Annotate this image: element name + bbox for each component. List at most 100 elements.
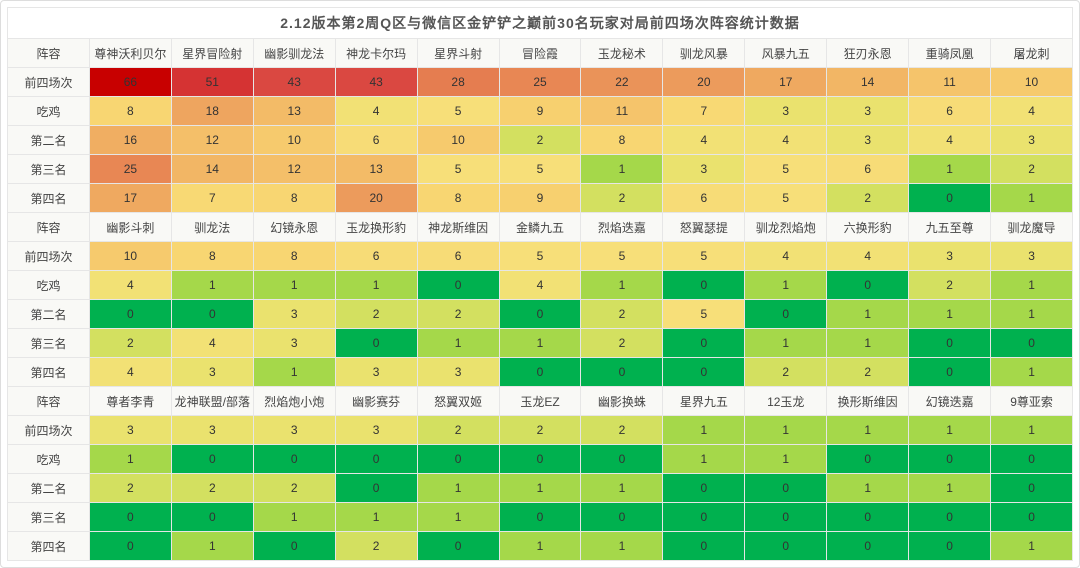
column-header: 星界斗射 xyxy=(417,39,499,68)
data-cell: 6 xyxy=(827,155,909,184)
data-cell: 6 xyxy=(663,184,745,213)
data-cell: 8 xyxy=(89,97,171,126)
data-cell: 4 xyxy=(827,242,909,271)
column-header: 星界冒险射 xyxy=(171,39,253,68)
data-cell: 1 xyxy=(909,155,991,184)
data-cell: 2 xyxy=(581,300,663,329)
data-cell: 0 xyxy=(335,445,417,474)
data-cell: 1 xyxy=(171,271,253,300)
data-cell: 8 xyxy=(417,184,499,213)
data-cell: 0 xyxy=(663,271,745,300)
data-cell: 0 xyxy=(581,445,663,474)
data-cell: 6 xyxy=(335,242,417,271)
data-cell: 1 xyxy=(909,300,991,329)
data-cell: 5 xyxy=(663,242,745,271)
data-cell: 14 xyxy=(171,155,253,184)
data-cell: 1 xyxy=(253,358,335,387)
data-cell: 0 xyxy=(171,300,253,329)
data-cell: 0 xyxy=(335,329,417,358)
data-cell: 0 xyxy=(499,358,581,387)
data-cell: 1 xyxy=(171,532,253,561)
data-cell: 6 xyxy=(909,97,991,126)
data-cell: 1 xyxy=(827,300,909,329)
data-cell: 8 xyxy=(253,184,335,213)
data-cell: 2 xyxy=(499,416,581,445)
column-header: 幻镜永恩 xyxy=(253,213,335,242)
data-cell: 11 xyxy=(909,68,991,97)
row-label: 前四场次 xyxy=(8,242,90,271)
data-cell: 10 xyxy=(417,126,499,155)
data-cell: 2 xyxy=(335,300,417,329)
table-wrapper: 2.12版本第2周Q区与微信区金铲铲之巅前30名玩家对局前四场次阵容统计数据 阵… xyxy=(0,0,1080,568)
data-cell: 51 xyxy=(171,68,253,97)
data-cell: 0 xyxy=(253,532,335,561)
data-cell: 0 xyxy=(417,445,499,474)
data-cell: 0 xyxy=(909,329,991,358)
data-cell: 43 xyxy=(335,68,417,97)
column-header: 神龙卡尔玛 xyxy=(335,39,417,68)
row-label: 第三名 xyxy=(8,155,90,184)
data-cell: 3 xyxy=(991,242,1073,271)
column-header: 玉龙换形豹 xyxy=(335,213,417,242)
block-header-row: 阵容幽影斗刺驯龙法幻镜永恩玉龙换形豹神龙斯维因金鳞九五烈焰迭嘉怒翼瑟提驯龙烈焰炮… xyxy=(8,213,1073,242)
column-header: 驯龙烈焰炮 xyxy=(745,213,827,242)
data-cell: 0 xyxy=(89,532,171,561)
data-cell: 0 xyxy=(827,532,909,561)
data-cell: 2 xyxy=(581,416,663,445)
data-cell: 0 xyxy=(89,300,171,329)
table-row: 第四名17782089265201 xyxy=(8,184,1073,213)
data-cell: 18 xyxy=(171,97,253,126)
data-cell: 0 xyxy=(909,503,991,532)
data-cell: 3 xyxy=(827,97,909,126)
data-cell: 2 xyxy=(745,358,827,387)
data-cell: 13 xyxy=(335,155,417,184)
data-cell: 5 xyxy=(499,155,581,184)
data-cell: 2 xyxy=(171,474,253,503)
data-cell: 1 xyxy=(499,532,581,561)
data-cell: 4 xyxy=(745,242,827,271)
data-cell: 1 xyxy=(335,503,417,532)
row-label: 第二名 xyxy=(8,126,90,155)
data-cell: 4 xyxy=(89,358,171,387)
label-col-header: 阵容 xyxy=(8,213,90,242)
data-cell: 3 xyxy=(171,358,253,387)
data-cell: 20 xyxy=(335,184,417,213)
data-cell: 0 xyxy=(663,474,745,503)
data-cell: 2 xyxy=(89,329,171,358)
data-cell: 3 xyxy=(991,126,1073,155)
column-header: 12玉龙 xyxy=(745,387,827,416)
column-header: 幽影换蛛 xyxy=(581,387,663,416)
data-cell: 12 xyxy=(253,155,335,184)
data-cell: 4 xyxy=(909,126,991,155)
row-label: 吃鸡 xyxy=(8,97,90,126)
data-cell: 1 xyxy=(581,532,663,561)
data-cell: 10 xyxy=(991,68,1073,97)
data-cell: 2 xyxy=(417,416,499,445)
data-cell: 0 xyxy=(663,329,745,358)
data-cell: 1 xyxy=(335,271,417,300)
data-cell: 1 xyxy=(663,416,745,445)
data-cell: 0 xyxy=(991,445,1073,474)
row-label: 吃鸡 xyxy=(8,445,90,474)
data-cell: 1 xyxy=(991,271,1073,300)
data-cell: 2 xyxy=(335,532,417,561)
data-cell: 1 xyxy=(663,445,745,474)
row-label: 第三名 xyxy=(8,503,90,532)
column-header: 九五至尊 xyxy=(909,213,991,242)
column-header: 幽影驯龙法 xyxy=(253,39,335,68)
data-cell: 0 xyxy=(745,300,827,329)
data-cell: 9 xyxy=(499,184,581,213)
data-cell: 5 xyxy=(745,184,827,213)
data-cell: 1 xyxy=(991,416,1073,445)
data-cell: 20 xyxy=(663,68,745,97)
data-cell: 5 xyxy=(417,97,499,126)
data-cell: 2 xyxy=(581,184,663,213)
data-cell: 2 xyxy=(991,155,1073,184)
table-row: 第二名003220250111 xyxy=(8,300,1073,329)
data-cell: 3 xyxy=(417,358,499,387)
data-cell: 10 xyxy=(89,242,171,271)
column-header: 换形斯维因 xyxy=(827,387,909,416)
table-row: 吃鸡411104101021 xyxy=(8,271,1073,300)
column-header: 重骑凤凰 xyxy=(909,39,991,68)
data-cell: 5 xyxy=(499,242,581,271)
